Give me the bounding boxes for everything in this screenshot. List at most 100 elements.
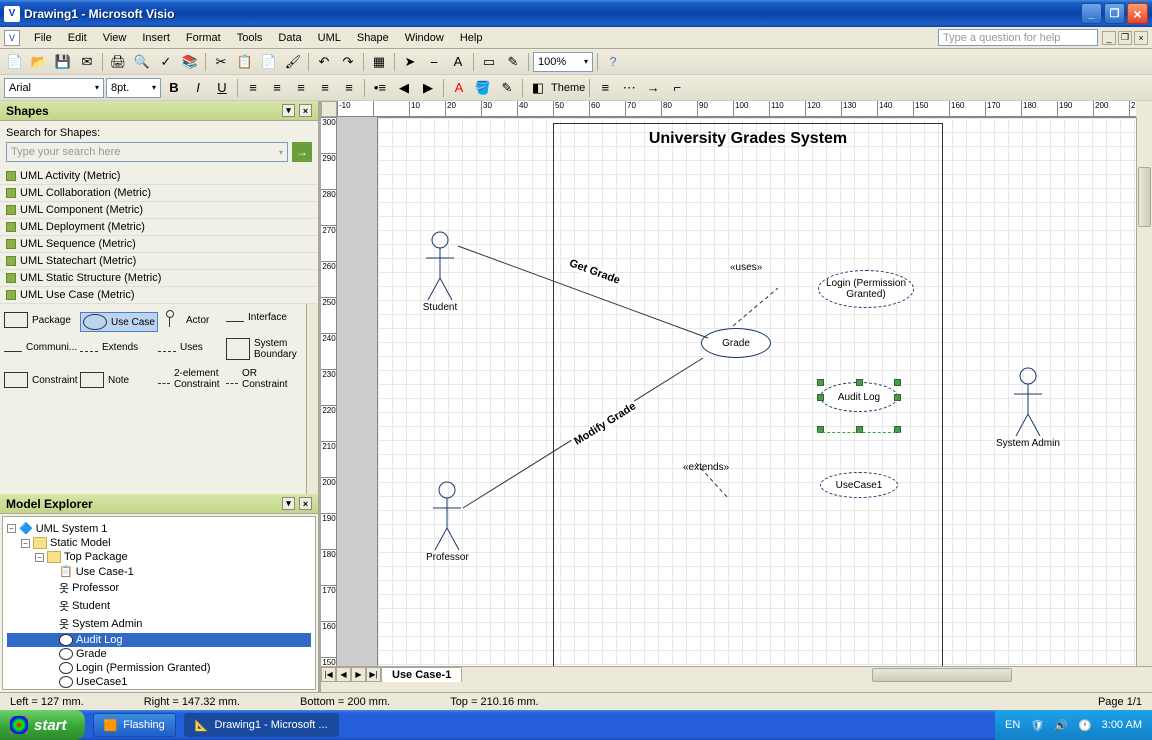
usecase-usecase1[interactable]: UseCase1	[820, 472, 898, 498]
line-color-button[interactable]: ✎	[496, 77, 518, 99]
font-size-combo[interactable]: 8pt.▾	[106, 78, 161, 98]
tab-first[interactable]: |◀	[321, 667, 336, 682]
stencil-item[interactable]: UML Activity (Metric)	[0, 168, 318, 185]
fill-color-button[interactable]: 🪣	[472, 77, 494, 99]
start-button[interactable]: start	[0, 710, 85, 740]
font-color-button[interactable]: A	[448, 77, 470, 99]
mdi-minimize[interactable]: _	[1102, 31, 1116, 45]
align-center-button[interactable]: ≡	[266, 77, 288, 99]
open-button[interactable]: 📂	[28, 51, 50, 73]
me-close-icon[interactable]: ×	[299, 497, 312, 510]
shape-system-boundary[interactable]: System Boundary	[226, 338, 298, 360]
minimize-button[interactable]: _	[1081, 3, 1102, 24]
zoom-combo[interactable]: 100%▾	[533, 52, 593, 72]
drawing-page[interactable]: University Grades System Student Profess…	[377, 117, 1136, 666]
tree-item[interactable]: Grade	[7, 647, 311, 661]
redo-button[interactable]: ↷	[337, 51, 359, 73]
tree-item[interactable]: UseCase1	[7, 675, 311, 689]
actor-student[interactable]: Student	[422, 230, 458, 313]
usecase-auditlog[interactable]: Audit Log	[820, 382, 898, 412]
mdi-close[interactable]: ×	[1134, 31, 1148, 45]
print-button[interactable]: 🖨	[107, 51, 129, 73]
shape-package[interactable]: Package	[4, 312, 71, 328]
italic-button[interactable]: I	[187, 77, 209, 99]
shape-communicates[interactable]: Communi...	[4, 342, 77, 353]
taskbar-item-active[interactable]: 📐Drawing1 - Microsoft ...	[184, 713, 339, 737]
menu-window[interactable]: Window	[397, 30, 452, 46]
stencil-item[interactable]: UML Statechart (Metric)	[0, 253, 318, 270]
underline-button[interactable]: U	[211, 77, 233, 99]
rectangle-button[interactable]: ▭	[478, 51, 500, 73]
line-pattern-button[interactable]: ⋯	[618, 77, 640, 99]
font-combo[interactable]: Arial▾	[4, 78, 104, 98]
tree-item[interactable]: 옷Professor	[7, 579, 311, 597]
search-button[interactable]: →	[292, 142, 312, 162]
line-ends-button[interactable]: →	[642, 77, 664, 99]
mdi-restore[interactable]: ❐	[1118, 31, 1132, 45]
shape-uses[interactable]: Uses	[158, 342, 203, 353]
vertical-scrollbar[interactable]	[1136, 117, 1152, 666]
tree-item[interactable]: 옷Student	[7, 597, 311, 615]
menu-insert[interactable]: Insert	[134, 30, 178, 46]
taskbar-item[interactable]: 🟧Flashing	[93, 713, 176, 737]
fill-handle-button[interactable]: ✎	[502, 51, 524, 73]
corner-button[interactable]: ⌐	[666, 77, 688, 99]
document-icon[interactable]: V	[4, 30, 20, 46]
cut-button[interactable]: ✂	[210, 51, 232, 73]
spelling-button[interactable]: ✓	[155, 51, 177, 73]
tree-item[interactable]: +C# Data Types	[7, 689, 311, 690]
menu-edit[interactable]: Edit	[60, 30, 95, 46]
usecase-grade[interactable]: Grade	[701, 328, 771, 358]
menu-data[interactable]: Data	[270, 30, 309, 46]
increase-indent-button[interactable]: ▶	[417, 77, 439, 99]
menu-help[interactable]: Help	[452, 30, 491, 46]
theme-button[interactable]: ◧	[527, 77, 549, 99]
panel-close-icon[interactable]: ×	[299, 104, 312, 117]
tree-item[interactable]: 📋Use Case-1	[7, 564, 311, 579]
text-button[interactable]: A	[447, 51, 469, 73]
stencil-item[interactable]: UML Collaboration (Metric)	[0, 185, 318, 202]
shape-note[interactable]: Note	[80, 372, 129, 388]
tray-icon[interactable]: 🕐	[1078, 719, 1092, 732]
menu-format[interactable]: Format	[178, 30, 229, 46]
stencil-item[interactable]: UML Use Case (Metric)	[0, 287, 318, 304]
shape-extends[interactable]: Extends	[80, 342, 138, 353]
shapes-button[interactable]: ▦	[368, 51, 390, 73]
decrease-indent-button[interactable]: ◀	[393, 77, 415, 99]
stencil-item[interactable]: UML Component (Metric)	[0, 202, 318, 219]
shape-or-constraint[interactable]: OR Constraint	[226, 368, 296, 390]
undo-button[interactable]: ↶	[313, 51, 335, 73]
language-indicator[interactable]: EN	[1005, 719, 1020, 731]
actor-professor[interactable]: Professor	[426, 480, 469, 563]
save-button[interactable]: 💾	[52, 51, 74, 73]
search-input[interactable]: Type your search here▾	[6, 142, 288, 162]
shape-actor[interactable]: Actor	[158, 312, 209, 328]
pointer-button[interactable]: ➤	[399, 51, 421, 73]
research-button[interactable]: 📚	[179, 51, 201, 73]
maximize-button[interactable]: ❐	[1104, 3, 1125, 24]
connector-button[interactable]: ⎯	[423, 51, 445, 73]
tray-icon[interactable]: 🛡	[1030, 719, 1044, 732]
menu-view[interactable]: View	[95, 30, 135, 46]
shape-constraint[interactable]: Constraint	[4, 372, 78, 388]
panel-dropdown-icon[interactable]: ▾	[282, 104, 295, 117]
tray-icon[interactable]: 🔊	[1054, 719, 1068, 732]
menu-uml[interactable]: UML	[310, 30, 349, 46]
stencil-item[interactable]: UML Sequence (Metric)	[0, 236, 318, 253]
distribute-button[interactable]: ≡	[338, 77, 360, 99]
me-dropdown-icon[interactable]: ▾	[282, 497, 295, 510]
tab-prev[interactable]: ◀	[336, 667, 351, 682]
format-painter-button[interactable]: 🖌	[282, 51, 304, 73]
menu-shape[interactable]: Shape	[349, 30, 397, 46]
model-tree[interactable]: −🔷UML System 1 −Static Model −Top Packag…	[2, 516, 316, 690]
shape-2elem-constraint[interactable]: 2-element Constraint	[158, 368, 228, 390]
bold-button[interactable]: B	[163, 77, 185, 99]
menu-file[interactable]: File	[26, 30, 60, 46]
tree-item[interactable]: 옷System Admin	[7, 615, 311, 633]
bullets-button[interactable]: •≡	[369, 77, 391, 99]
shapes-scrollbar[interactable]	[306, 304, 318, 494]
help-button[interactable]: ?	[602, 51, 624, 73]
help-search-input[interactable]: Type a question for help	[938, 29, 1098, 46]
system-tray[interactable]: EN 🛡 🔊 🕐 3:00 AM	[995, 710, 1152, 740]
drawing-canvas[interactable]: University Grades System Student Profess…	[337, 117, 1136, 666]
